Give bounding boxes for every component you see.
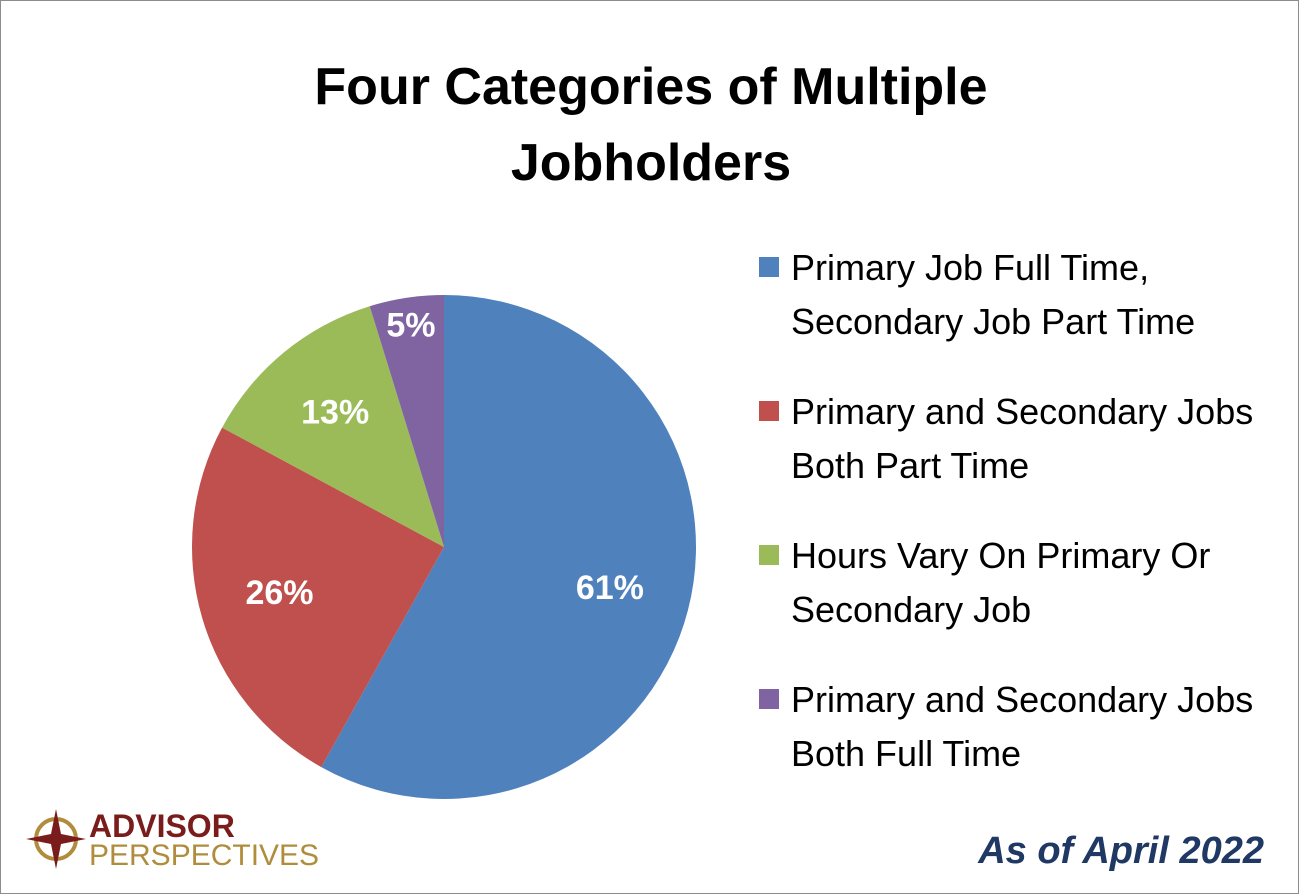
pie-slice: [222, 306, 444, 547]
legend-swatch: [759, 401, 779, 421]
legend-label: Primary and Secondary Jobs Both Full Tim…: [791, 679, 1254, 774]
logo-line1: ADVISOR: [89, 808, 235, 844]
legend-item: Primary Job Full Time, Secondary Job Par…: [759, 241, 1261, 349]
value-label: 61%: [576, 569, 644, 607]
logo-icon: [26, 809, 86, 869]
legend: Primary Job Full Time, Secondary Job Par…: [759, 241, 1279, 817]
legend-swatch: [759, 689, 779, 709]
value-label: 13%: [301, 394, 369, 432]
pie-slice: [369, 295, 444, 547]
pie-slice: [191, 427, 444, 768]
legend-item: Primary and Secondary Jobs Both Full Tim…: [759, 673, 1261, 781]
note: As of April 2022: [978, 830, 1264, 872]
legend-label: Primary Job Full Time, Secondary Job Par…: [791, 247, 1196, 342]
legend-label: Hours Vary On Primary Or Secondary Job: [791, 535, 1211, 630]
value-label: 26%: [245, 574, 313, 612]
logo-line2: PERSPECTIVES: [89, 839, 319, 872]
legend-swatch: [759, 257, 779, 277]
legend-swatch: [759, 545, 779, 565]
value-label: 5%: [386, 307, 435, 345]
chart-title: Four Categories of Multiple Jobholders: [314, 58, 988, 192]
legend-label: Primary and Secondary Jobs Both Part Tim…: [791, 391, 1254, 486]
legend-item: Hours Vary On Primary Or Secondary Job: [759, 529, 1261, 637]
pie-slice: [321, 295, 696, 799]
legend-item: Primary and Secondary Jobs Both Part Tim…: [759, 385, 1261, 493]
